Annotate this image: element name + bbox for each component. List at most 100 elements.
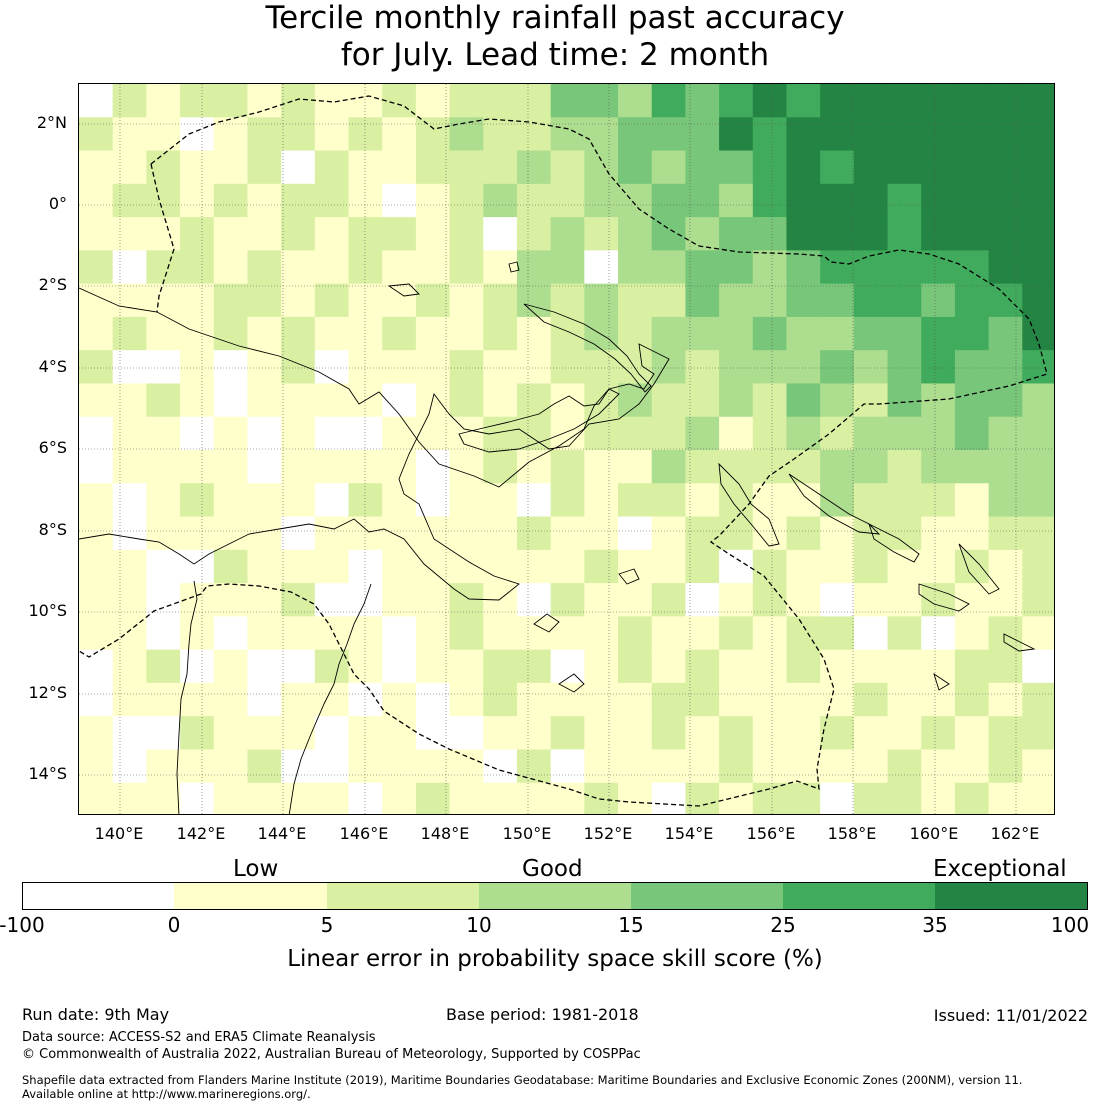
- skill-cell: [584, 117, 619, 152]
- skill-cell: [752, 316, 788, 351]
- skill-cell: [618, 616, 653, 651]
- skill-cell: [516, 716, 552, 751]
- skill-cell: [314, 117, 350, 152]
- skill-cell: [752, 716, 788, 751]
- skill-cell: [988, 150, 1023, 185]
- skill-cell: [719, 217, 754, 251]
- skill-cell: [112, 649, 147, 684]
- skill-cell: [213, 549, 249, 584]
- skill-cell: [887, 150, 922, 185]
- skill-cell: [1022, 183, 1054, 218]
- skill-cell: [719, 549, 754, 584]
- skill-cell: [247, 782, 282, 814]
- skill-cell: [146, 749, 181, 784]
- skill-cell: [550, 716, 585, 751]
- skill-cell: [247, 150, 282, 185]
- skill-cell: [921, 84, 956, 118]
- skill-cell: [584, 250, 619, 285]
- skill-cell: [415, 416, 451, 451]
- lon-label: 152°E: [583, 824, 633, 843]
- skill-cell: [382, 416, 417, 451]
- colorbar-tick: -100: [0, 913, 45, 937]
- skill-cell: [584, 316, 619, 351]
- skill-cell: [146, 649, 181, 684]
- skill-cell: [1022, 516, 1054, 551]
- skill-cell: [685, 150, 720, 185]
- skill-cell: [314, 782, 350, 814]
- skill-cell: [449, 682, 484, 717]
- skill-cell: [786, 516, 821, 551]
- skill-cell: [483, 183, 518, 218]
- skill-cell: [685, 616, 720, 651]
- skill-cell: [853, 283, 889, 318]
- skill-cell: [213, 416, 249, 451]
- skill-cell: [954, 749, 990, 784]
- skill-cell: [382, 250, 417, 285]
- skill-cell: [314, 749, 350, 784]
- skill-cell: [213, 616, 249, 651]
- skill-cell: [348, 616, 383, 651]
- skill-cell: [820, 749, 855, 784]
- skill-cell: [483, 316, 518, 351]
- skill-cell: [281, 716, 316, 751]
- skill-cell: [281, 350, 316, 385]
- skill-cell: [752, 150, 788, 185]
- skill-cell: [685, 716, 720, 751]
- skill-cell: [415, 716, 451, 751]
- skill-cell: [213, 250, 249, 285]
- skill-cell: [618, 483, 653, 518]
- skill-cell: [820, 250, 855, 285]
- skill-cell: [112, 316, 147, 351]
- skill-cell: [584, 649, 619, 684]
- skill-cell: [1022, 782, 1054, 814]
- colorbar-swatch: [22, 882, 174, 910]
- skill-cell: [651, 583, 687, 617]
- skill-cell: [752, 583, 788, 617]
- skill-cell: [651, 283, 687, 318]
- skill-cell: [988, 782, 1023, 814]
- skill-cell: [483, 483, 518, 518]
- skill-cell: [786, 649, 821, 684]
- skill-cell: [415, 283, 451, 318]
- skill-cell: [1022, 616, 1054, 651]
- skill-cell: [79, 583, 114, 617]
- skill-cell: [752, 616, 788, 651]
- lon-label: 154°E: [664, 824, 714, 843]
- skill-cell: [79, 217, 114, 251]
- skill-cell: [853, 183, 889, 218]
- skill-cell: [79, 84, 114, 118]
- skill-cell: [281, 150, 316, 185]
- skill-cell: [853, 716, 889, 751]
- skill-cell: [146, 716, 181, 751]
- skill-cell: [988, 84, 1023, 118]
- skill-cell: [415, 150, 451, 185]
- lon-label: 148°E: [420, 824, 470, 843]
- skill-cell: [213, 84, 249, 118]
- skill-cell: [820, 383, 855, 418]
- skill-cell: [584, 616, 619, 651]
- skill-cell: [382, 616, 417, 651]
- skill-cell: [449, 316, 484, 351]
- skill-cell: [213, 516, 249, 551]
- skill-cell: [213, 316, 249, 351]
- skill-cell: [853, 782, 889, 814]
- skill-cell: [853, 649, 889, 684]
- skill-cell: [281, 416, 316, 451]
- skill-cell: [1022, 583, 1054, 617]
- base-period: Base period: 1981-2018: [446, 1005, 639, 1024]
- skill-cell: [820, 117, 855, 152]
- skill-cell: [112, 583, 147, 617]
- skill-cell: [954, 283, 990, 318]
- skill-cell: [1022, 549, 1054, 584]
- skill-cell: [820, 516, 855, 551]
- skill-cell: [146, 283, 181, 318]
- skill-cell: [516, 84, 552, 118]
- skill-cell: [954, 217, 990, 251]
- skill-cell: [550, 516, 585, 551]
- skill-cell: [483, 749, 518, 784]
- skill-cell: [213, 350, 249, 385]
- skill-cell: [584, 350, 619, 385]
- skill-cell: [415, 250, 451, 285]
- lat-label: 8°S: [38, 520, 67, 539]
- skill-cell: [483, 117, 518, 152]
